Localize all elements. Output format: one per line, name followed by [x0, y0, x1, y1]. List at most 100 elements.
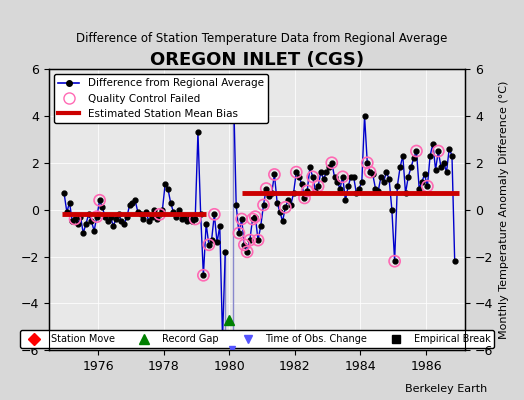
- Point: [298, 181, 306, 187]
- Point: [262, 185, 270, 192]
- Point: [254, 237, 262, 243]
- Point: [328, 160, 336, 166]
- Point: [451, 258, 459, 264]
- Point: [208, 237, 216, 243]
- Point: [390, 258, 399, 264]
- Point: [230, 84, 238, 91]
- Point: [437, 164, 445, 171]
- Point: [311, 188, 320, 194]
- Point: [172, 214, 180, 220]
- Point: [328, 160, 336, 166]
- Point: [95, 197, 104, 204]
- Point: [448, 152, 456, 159]
- Point: [60, 190, 68, 196]
- Point: [423, 183, 432, 189]
- Point: [232, 202, 241, 208]
- Point: [251, 214, 259, 220]
- Point: [420, 171, 429, 178]
- Point: [185, 214, 194, 220]
- Point: [95, 197, 104, 204]
- Point: [303, 188, 311, 194]
- Point: [309, 174, 317, 180]
- Point: [63, 209, 71, 215]
- Text: Difference of Station Temperature Data from Regional Average: Difference of Station Temperature Data f…: [77, 32, 447, 45]
- Point: [361, 113, 369, 119]
- Point: [366, 169, 374, 175]
- Point: [202, 220, 210, 227]
- Point: [73, 220, 82, 227]
- Point: [167, 200, 175, 206]
- Point: [295, 174, 303, 180]
- Point: [316, 169, 325, 175]
- Point: [125, 202, 134, 208]
- Point: [358, 178, 366, 185]
- Point: [150, 206, 158, 213]
- Point: [169, 209, 178, 215]
- Point: [101, 214, 109, 220]
- Point: [131, 197, 139, 204]
- Point: [123, 214, 131, 220]
- Point: [98, 204, 106, 210]
- Point: [423, 183, 432, 189]
- Point: [219, 335, 227, 342]
- Point: [281, 204, 290, 210]
- Point: [377, 174, 385, 180]
- Point: [440, 160, 448, 166]
- Point: [82, 220, 90, 227]
- Point: [235, 230, 243, 236]
- Point: [363, 160, 372, 166]
- Point: [248, 216, 257, 222]
- Point: [221, 249, 230, 255]
- Title: OREGON INLET (CGS): OREGON INLET (CGS): [150, 51, 364, 69]
- Point: [382, 169, 390, 175]
- Point: [339, 174, 347, 180]
- Point: [248, 216, 257, 222]
- Point: [136, 211, 145, 218]
- Point: [278, 218, 287, 224]
- Point: [363, 160, 372, 166]
- Point: [350, 174, 358, 180]
- Point: [442, 169, 451, 175]
- Point: [410, 155, 418, 161]
- Point: [230, 84, 238, 91]
- Point: [106, 214, 115, 220]
- Point: [199, 272, 208, 278]
- Point: [87, 218, 95, 224]
- Point: [142, 209, 150, 215]
- Point: [259, 202, 268, 208]
- Point: [390, 258, 399, 264]
- Point: [237, 216, 246, 222]
- Point: [66, 200, 74, 206]
- Point: [177, 216, 185, 222]
- Point: [246, 237, 254, 243]
- Point: [320, 176, 328, 182]
- Point: [71, 216, 79, 222]
- Point: [254, 237, 262, 243]
- Point: [399, 152, 407, 159]
- Point: [300, 195, 309, 201]
- Point: [445, 146, 453, 152]
- Point: [183, 218, 191, 224]
- Point: [257, 223, 265, 229]
- Point: [415, 185, 423, 192]
- Point: [93, 214, 101, 220]
- Point: [163, 185, 172, 192]
- Point: [347, 174, 355, 180]
- Point: [385, 176, 394, 182]
- Point: [339, 174, 347, 180]
- Point: [237, 216, 246, 222]
- Point: [276, 209, 284, 215]
- Point: [262, 185, 270, 192]
- Point: [188, 218, 196, 224]
- Point: [270, 171, 279, 178]
- Point: [270, 171, 279, 178]
- Point: [412, 148, 421, 154]
- Point: [303, 188, 311, 194]
- Point: [156, 211, 164, 218]
- Point: [156, 211, 164, 218]
- Point: [284, 197, 292, 204]
- Point: [145, 218, 153, 224]
- Point: [84, 211, 93, 218]
- Point: [418, 178, 426, 185]
- Point: [196, 211, 205, 218]
